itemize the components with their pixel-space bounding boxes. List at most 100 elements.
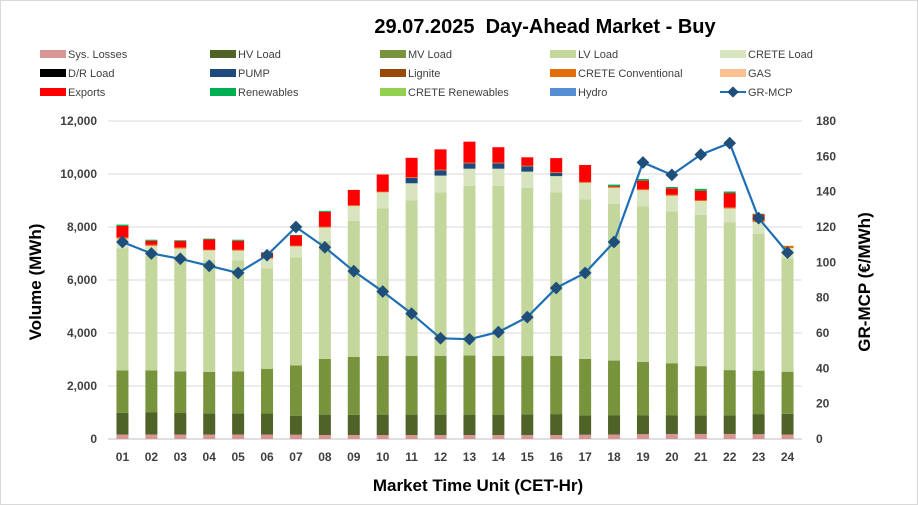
bar-exports-12 xyxy=(434,149,447,170)
bar-mv-load-07 xyxy=(289,365,302,416)
x-tick-label: 14 xyxy=(492,450,506,464)
x-tick-label: 03 xyxy=(174,450,188,464)
bar-sys-losses-01 xyxy=(116,434,129,439)
bar-hv-load-08 xyxy=(318,414,331,436)
legend-swatch-d-r-load xyxy=(40,69,66,77)
bar-exports-13 xyxy=(463,141,476,163)
bar-crete-conventional-18 xyxy=(608,186,621,188)
bar-crete-load-19 xyxy=(636,190,649,207)
bar-crete-load-18 xyxy=(608,187,621,204)
bar-lv-load-09 xyxy=(347,220,360,357)
bar-lv-load-02 xyxy=(145,255,158,371)
bar-sys-losses-12 xyxy=(434,435,447,439)
legend-label-renewables: Renewables xyxy=(238,87,299,99)
y2-tick-label: 100 xyxy=(816,255,836,269)
legend-label-d-r-load: D/R Load xyxy=(68,68,114,80)
chart-title: 29.07.2025 Day-Ahead Market - Buy xyxy=(374,16,716,38)
bar-crete-conventional-11 xyxy=(405,177,418,178)
legend-swatch-lv-load xyxy=(550,50,576,58)
bar-renewables-20 xyxy=(665,186,678,189)
bar-crete-load-06 xyxy=(261,258,274,269)
bar-crete-load-14 xyxy=(492,168,505,186)
bar-crete-load-07 xyxy=(289,246,302,258)
bar-hv-load-16 xyxy=(550,414,563,436)
bar-crete-load-17 xyxy=(579,182,592,200)
legend-label-mv-load: MV Load xyxy=(408,49,452,61)
bar-sys-losses-20 xyxy=(665,433,678,439)
bar-exports-02 xyxy=(145,240,158,245)
bar-lv-load-22 xyxy=(723,222,736,371)
bar-exports-16 xyxy=(550,158,563,173)
y2-tick-label: 40 xyxy=(816,361,830,375)
bar-lv-load-16 xyxy=(550,192,563,356)
bar-mv-load-23 xyxy=(752,370,765,415)
bar-sys-losses-23 xyxy=(752,434,765,439)
bar-renewables-21 xyxy=(694,188,707,191)
y-tick-label: 8,000 xyxy=(67,220,97,234)
bar-sys-losses-06 xyxy=(261,434,274,439)
bar-exports-22 xyxy=(723,193,736,208)
x-tick-label: 10 xyxy=(376,450,390,464)
bar-mv-load-01 xyxy=(116,370,129,413)
point-gr-mcp-05 xyxy=(231,266,245,280)
bar-crete-load-10 xyxy=(376,192,389,209)
bar-exports-07 xyxy=(289,235,302,246)
legend-label-lignite: Lignite xyxy=(408,68,440,80)
bar-pump-12 xyxy=(434,170,447,176)
y2-tick-label: 140 xyxy=(816,185,836,199)
bar-hv-load-17 xyxy=(579,415,592,435)
bar-sys-losses-08 xyxy=(318,435,331,439)
bar-crete-load-22 xyxy=(723,208,736,223)
bar-crete-conventional-02 xyxy=(145,244,158,246)
y2-tick-label: 80 xyxy=(816,291,830,305)
bar-hv-load-15 xyxy=(521,414,534,436)
legend-swatch-exports xyxy=(40,88,66,96)
bar-hv-load-24 xyxy=(781,413,794,435)
bar-crete-load-13 xyxy=(463,168,476,186)
bar-lv-load-12 xyxy=(434,192,447,356)
bar-crete-load-11 xyxy=(405,183,418,201)
y-tick-label: 6,000 xyxy=(67,273,97,287)
legend-swatch-hydro xyxy=(550,88,576,96)
bar-renewables-05 xyxy=(232,239,245,241)
bar-renewables-03 xyxy=(174,240,187,242)
bar-hv-load-12 xyxy=(434,414,447,436)
bar-crete-conventional-19 xyxy=(636,189,649,191)
x-tick-label: 02 xyxy=(145,450,159,464)
bar-mv-load-10 xyxy=(376,355,389,415)
bar-mv-load-20 xyxy=(665,363,678,416)
bar-hv-load-18 xyxy=(608,415,621,435)
legend-swatch-crete-conventional xyxy=(550,69,576,77)
legend-swatch-gas xyxy=(720,69,746,77)
bar-renewables-19 xyxy=(636,179,649,181)
bar-exports-21 xyxy=(694,190,707,200)
bar-sys-losses-19 xyxy=(636,434,649,439)
y-tick-label: 2,000 xyxy=(67,379,97,393)
bar-crete-conventional-07 xyxy=(289,245,302,247)
bar-crete-load-16 xyxy=(550,176,563,193)
legend-marker-gr-mcp xyxy=(727,86,739,98)
legend-label-lv-load: LV Load xyxy=(578,49,618,61)
bar-lv-load-03 xyxy=(174,258,187,372)
y-tick-label: 4,000 xyxy=(67,326,97,340)
line-gr-mcp xyxy=(122,141,789,341)
bar-hv-load-19 xyxy=(636,415,649,435)
y2-tick-label: 180 xyxy=(816,114,836,128)
x-tick-label: 11 xyxy=(405,450,418,464)
bar-hv-load-03 xyxy=(174,413,187,435)
legend-label-crete-conventional: CRETE Conventional xyxy=(578,68,683,80)
point-gr-mcp-11 xyxy=(405,307,418,320)
x-tick-label: 17 xyxy=(578,450,592,464)
x-tick-label: 16 xyxy=(550,450,564,464)
x-tick-label: 06 xyxy=(260,450,274,464)
bar-renewables-01 xyxy=(116,224,129,226)
legend: Sys. Losses HV Load MV Load LV Load CRETE Lo… xyxy=(40,49,813,99)
axes: 02,0004,0006,0008,00010,00012,0000204060… xyxy=(60,114,836,464)
x-tick-label: 18 xyxy=(607,450,621,464)
legend-swatch-renewables xyxy=(210,88,236,96)
x-tick-label: 21 xyxy=(694,450,708,464)
bar-crete-load-09 xyxy=(347,206,360,221)
bar-pump-15 xyxy=(521,166,534,172)
bar-renewables-22 xyxy=(723,191,736,194)
bar-renewables-07 xyxy=(289,234,302,236)
